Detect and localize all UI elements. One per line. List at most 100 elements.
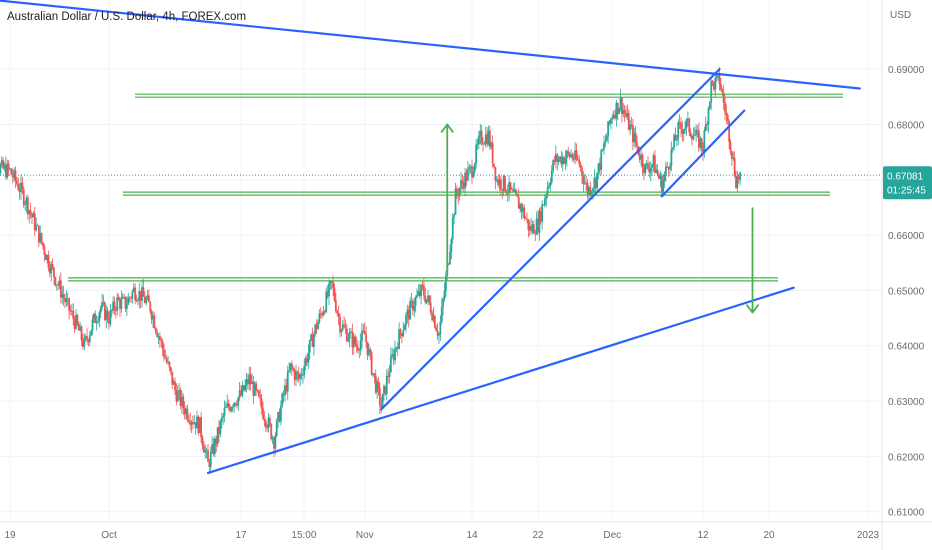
candle-body bbox=[259, 396, 262, 399]
candle-body bbox=[491, 142, 494, 164]
candle-body bbox=[146, 295, 149, 300]
candle-body bbox=[308, 339, 311, 353]
candle-body bbox=[373, 373, 376, 376]
candle-body bbox=[519, 204, 522, 209]
candle-body bbox=[495, 179, 498, 181]
candle-body bbox=[559, 156, 561, 160]
candle-body bbox=[209, 451, 212, 468]
candle-body bbox=[176, 391, 179, 402]
candle-body bbox=[453, 214, 456, 218]
candle-body bbox=[10, 168, 13, 175]
candle-body bbox=[553, 160, 556, 162]
candle-body bbox=[249, 374, 252, 384]
candle-body bbox=[262, 408, 264, 419]
candle-body bbox=[462, 182, 465, 189]
candle-body bbox=[527, 219, 530, 231]
candle-body bbox=[6, 163, 9, 178]
candle-body bbox=[190, 422, 193, 425]
candle-body bbox=[318, 313, 321, 322]
candle-body bbox=[204, 450, 207, 453]
candle-body bbox=[556, 154, 559, 162]
candle-body bbox=[359, 340, 362, 351]
time-axis[interactable]: 19 Oct 17 15:00 Nov 14 22 Dec 12 20 2023 bbox=[0, 521, 932, 541]
candle-body bbox=[585, 182, 588, 184]
candle-body bbox=[311, 334, 314, 347]
candle-body bbox=[169, 367, 172, 372]
candle-body bbox=[542, 204, 545, 206]
candle-body bbox=[530, 226, 533, 232]
candle-body bbox=[385, 375, 388, 395]
candle-body bbox=[315, 324, 318, 330]
candle-body bbox=[87, 339, 90, 343]
candle-body bbox=[508, 182, 511, 193]
candle-body bbox=[570, 154, 572, 157]
x-tick-label: 14 bbox=[466, 530, 478, 541]
candle-body bbox=[223, 407, 226, 416]
candle-body bbox=[356, 347, 359, 351]
candle-body bbox=[310, 334, 313, 340]
candle-body bbox=[410, 300, 413, 302]
candle-body bbox=[653, 155, 656, 173]
y-tick-label: 0.63000 bbox=[888, 397, 925, 408]
candle-body bbox=[545, 194, 548, 199]
candle-body bbox=[117, 297, 120, 301]
candle-body bbox=[627, 113, 630, 130]
candle-body bbox=[344, 326, 347, 329]
candle-body bbox=[560, 156, 563, 165]
candle-body bbox=[700, 138, 703, 149]
candle-body bbox=[84, 336, 87, 339]
candle-body bbox=[581, 167, 583, 177]
candle-body bbox=[229, 407, 231, 411]
candle-body bbox=[306, 358, 308, 363]
x-tick-label: Dec bbox=[603, 530, 621, 541]
candle-body bbox=[381, 393, 384, 408]
candle-body bbox=[450, 239, 453, 253]
candle-body bbox=[180, 396, 183, 406]
candle-body bbox=[497, 179, 500, 186]
candle-body bbox=[196, 416, 198, 429]
candle-body bbox=[161, 340, 164, 350]
candle-body bbox=[460, 180, 462, 189]
candle-body bbox=[658, 174, 660, 179]
candle-body bbox=[26, 197, 29, 215]
candle-body bbox=[92, 313, 95, 320]
candle-body bbox=[638, 154, 641, 160]
candle-body bbox=[484, 134, 487, 144]
candle-body bbox=[358, 350, 361, 352]
candle-body bbox=[329, 281, 332, 284]
candle-body bbox=[76, 314, 79, 325]
x-tick-label: 2023 bbox=[857, 530, 880, 541]
candle-body bbox=[702, 148, 704, 152]
candle-body bbox=[733, 157, 736, 176]
candle-body bbox=[179, 390, 182, 406]
candle-body bbox=[340, 329, 343, 333]
candle-body bbox=[264, 420, 267, 427]
candle-body bbox=[40, 232, 43, 243]
candle-body bbox=[636, 142, 638, 147]
candle-body bbox=[301, 374, 304, 376]
candle-body bbox=[583, 182, 586, 184]
candle-body bbox=[48, 267, 51, 274]
candle-body bbox=[11, 174, 14, 178]
candle-body bbox=[483, 143, 486, 145]
candle-body bbox=[267, 417, 270, 429]
candle-body bbox=[293, 370, 296, 380]
candle-body bbox=[454, 188, 457, 215]
candle-body bbox=[24, 204, 27, 205]
candle-body bbox=[513, 189, 516, 192]
candle-body bbox=[713, 82, 715, 90]
candle-body bbox=[521, 207, 524, 212]
candle-body bbox=[660, 175, 663, 194]
price-axis[interactable]: USD 0.61000 0.62000 0.63000 0.64000 0.65000 0… bbox=[881, 0, 925, 550]
candle-body bbox=[571, 154, 574, 159]
candle-body bbox=[288, 370, 291, 372]
projection-arrows bbox=[440, 123, 760, 314]
trendline bbox=[0, 0, 861, 90]
candle-body bbox=[400, 333, 403, 337]
candle-body bbox=[13, 170, 16, 178]
x-tick-label: Nov bbox=[356, 530, 374, 541]
candle-body bbox=[493, 163, 495, 168]
candle-body bbox=[224, 406, 227, 408]
candle-body bbox=[185, 408, 187, 415]
